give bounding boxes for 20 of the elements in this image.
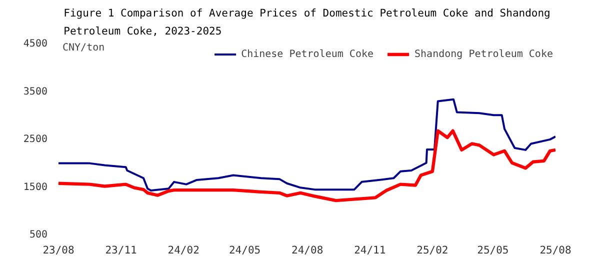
legend-label: Chinese Petroleum Coke: [241, 48, 374, 60]
chart-title: Figure 1 Comparison of Average Prices of Domestic Petroleum Coke and Shandong Petroleum Coke, 2023-2025: [64, 8, 550, 38]
x-tick-label: 24/11: [354, 244, 386, 256]
x-tick-label: 25/05: [477, 244, 509, 256]
y-tick-label: 2500: [23, 134, 48, 145]
x-tick-label: 24/02: [168, 244, 200, 256]
line-series: [58, 129, 556, 202]
x-tick-label: 24/08: [292, 244, 324, 256]
x-tick-label: 24/05: [228, 244, 261, 256]
y-tick-label: 3500: [23, 86, 48, 98]
y-tick-label: 500: [29, 230, 48, 240]
x-tick-label: 23/08: [42, 244, 74, 256]
y-tick-label: 4500: [23, 38, 48, 50]
x-tick-label: 23/11: [105, 244, 137, 256]
x-tick-label: 25/02: [416, 244, 448, 256]
y-tick-label: 1500: [23, 182, 48, 193]
x-tick-label: 25/08: [540, 244, 572, 256]
legend-label: Shandong Petroleum Coke: [414, 48, 553, 60]
y-axis-title: CNY/ton: [62, 42, 105, 54]
line-series: [58, 98, 556, 192]
